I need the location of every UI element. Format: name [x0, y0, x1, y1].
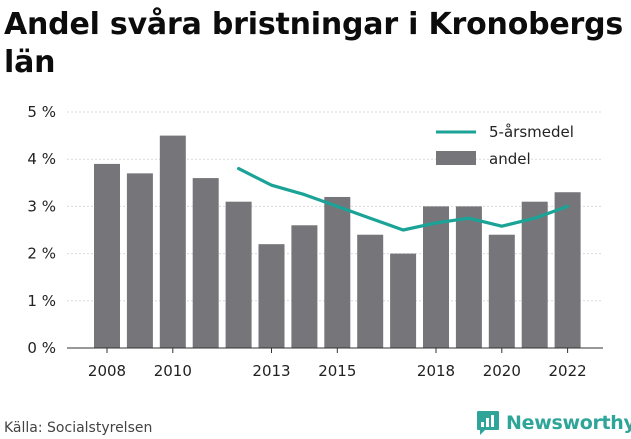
bar: [488, 234, 515, 348]
bar: [357, 234, 384, 348]
bar: [554, 192, 581, 348]
bar: [94, 163, 120, 348]
trend-line: [237, 167, 570, 232]
y-tick-label: 4 %: [27, 150, 56, 168]
y-tick-label: 2 %: [27, 245, 56, 263]
x-tick-label: 2018: [417, 362, 455, 380]
bar: [225, 201, 252, 348]
bar: [291, 225, 318, 348]
bar: [324, 196, 351, 348]
y-axis: 0 % 1 % 2 % 3 % 4 % 5 %: [27, 103, 56, 357]
y-tick-label: 3 %: [27, 197, 56, 215]
bar: [455, 206, 482, 348]
y-tick-label: 1 %: [27, 292, 56, 310]
bar: [126, 173, 153, 348]
x-axis: 2008 2010 2013 2015 2018 2020 2022: [67, 347, 603, 380]
chart-title: Andel svåra bristningar i Kronobergs län: [4, 7, 624, 80]
bar: [390, 253, 417, 348]
x-tick-label: 2010: [154, 362, 192, 380]
brand-logo: Newsworthy: [476, 408, 631, 438]
x-tick-label: 2008: [88, 362, 126, 380]
x-tick-label: 2020: [483, 362, 521, 380]
bar: [423, 206, 449, 348]
legend-label-line: 5-årsmedel: [489, 123, 574, 141]
legend-bar-swatch: [436, 151, 476, 165]
legend: 5-årsmedel andel: [436, 123, 574, 168]
bar: [159, 135, 186, 348]
series-line-5-arsmedel: [237, 167, 570, 232]
x-tick-label: 2022: [549, 362, 587, 380]
bar: [521, 201, 548, 348]
brand-name: Newsworthy: [506, 412, 631, 434]
y-tick-label: 0 %: [27, 339, 56, 357]
bar: [192, 178, 219, 348]
y-tick-label: 5 %: [27, 103, 56, 121]
legend-label-bar: andel: [489, 150, 531, 168]
x-tick-label: 2013: [252, 362, 290, 380]
source-note: Källa: Socialstyrelsen: [4, 420, 153, 436]
x-tick-label: 2015: [318, 362, 356, 380]
bar: [258, 244, 285, 348]
newsworthy-logo-icon: [477, 411, 499, 435]
bars: [94, 135, 581, 348]
